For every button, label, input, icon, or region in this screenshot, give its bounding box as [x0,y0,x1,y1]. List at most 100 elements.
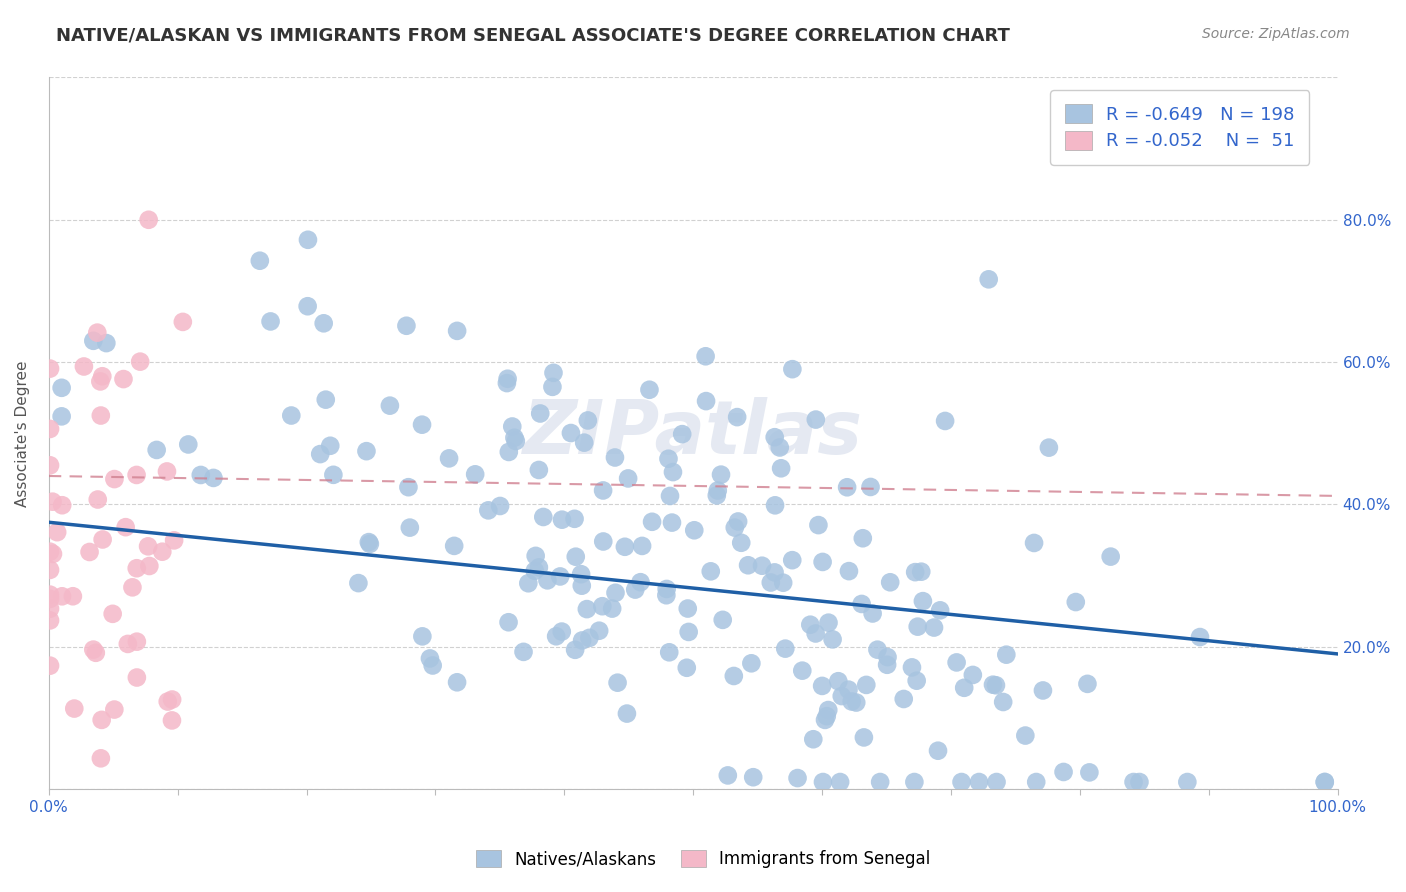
Point [156,465,179,479]
Point [658,645,681,659]
Point [695,349,717,363]
Point [51,409,73,424]
Point [411,629,433,643]
Point [879,575,901,590]
Point [907,620,929,634]
Point [39,613,62,627]
Point [995,648,1018,662]
Point [763,499,786,513]
Point [512,645,534,659]
Point [357,535,380,549]
Point [564,549,586,564]
Point [82,642,104,657]
Point [571,633,593,648]
Point [893,692,915,706]
Point [1025,775,1047,789]
Point [551,624,574,639]
Point [297,233,319,247]
Point [446,324,468,338]
Point [39,458,62,473]
Point [51,589,73,603]
Point [84,646,107,660]
Point [419,651,441,665]
Point [572,435,595,450]
Point [249,253,271,268]
Point [962,668,984,682]
Point [378,399,401,413]
Point [852,731,875,745]
Point [489,499,512,513]
Point [706,488,728,502]
Point [724,520,747,534]
Point [114,520,136,534]
Point [356,444,378,458]
Point [807,518,830,533]
Point [695,394,717,409]
Legend: Natives/Alaskans, Immigrants from Senegal: Natives/Alaskans, Immigrants from Senega… [468,843,938,875]
Point [613,540,636,554]
Point [657,451,679,466]
Point [678,624,700,639]
Point [662,465,685,479]
Point [815,709,838,723]
Point [630,575,652,590]
Point [769,441,792,455]
Point [851,597,873,611]
Point [817,615,839,630]
Point [322,467,344,482]
Point [1052,764,1074,779]
Point [523,564,546,578]
Point [855,678,877,692]
Point [569,567,592,582]
Point [498,445,520,459]
Point [505,434,527,448]
Point [527,560,550,574]
Point [90,713,112,727]
Point [82,334,104,348]
Point [817,703,839,717]
Point [576,413,599,427]
Point [786,771,808,785]
Point [927,744,949,758]
Point [564,512,586,526]
Point [39,658,62,673]
Point [730,535,752,549]
Legend: R = -0.649   N = 198, R = -0.052    N =  51: R = -0.649 N = 198, R = -0.052 N = 51 [1050,90,1309,165]
Point [616,706,638,721]
Point [39,588,62,602]
Point [39,601,62,615]
Point [986,775,1008,789]
Point [759,575,782,590]
Point [811,555,834,569]
Point [551,513,574,527]
Point [411,417,433,432]
Point [1313,775,1336,789]
Point [117,637,139,651]
Point [477,503,499,517]
Point [422,658,444,673]
Point [862,607,884,621]
Point [297,299,319,313]
Point [905,673,928,688]
Point [638,383,661,397]
Point [1122,775,1144,789]
Point [190,467,212,482]
Point [977,272,1000,286]
Point [804,626,827,640]
Point [202,471,225,485]
Point [315,392,337,407]
Point [172,315,194,329]
Point [945,656,967,670]
Point [831,689,853,703]
Point [564,642,586,657]
Point [1014,729,1036,743]
Point [42,547,65,561]
Point [1032,683,1054,698]
Point [770,461,793,475]
Point [39,545,62,559]
Y-axis label: Associate's Degree: Associate's Degree [15,360,30,507]
Point [1038,441,1060,455]
Point [541,380,564,394]
Point [524,549,547,563]
Point [683,523,706,537]
